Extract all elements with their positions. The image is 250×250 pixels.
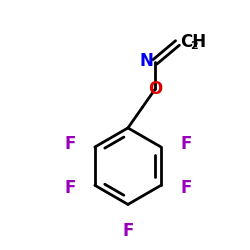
Text: N: N bbox=[140, 52, 154, 70]
Text: CH: CH bbox=[180, 33, 206, 51]
Text: F: F bbox=[64, 179, 76, 197]
Text: F: F bbox=[64, 135, 76, 153]
Text: F: F bbox=[180, 135, 192, 153]
Text: F: F bbox=[122, 222, 134, 240]
Text: O: O bbox=[148, 80, 163, 98]
Text: 2: 2 bbox=[190, 41, 198, 51]
Text: F: F bbox=[180, 179, 192, 197]
